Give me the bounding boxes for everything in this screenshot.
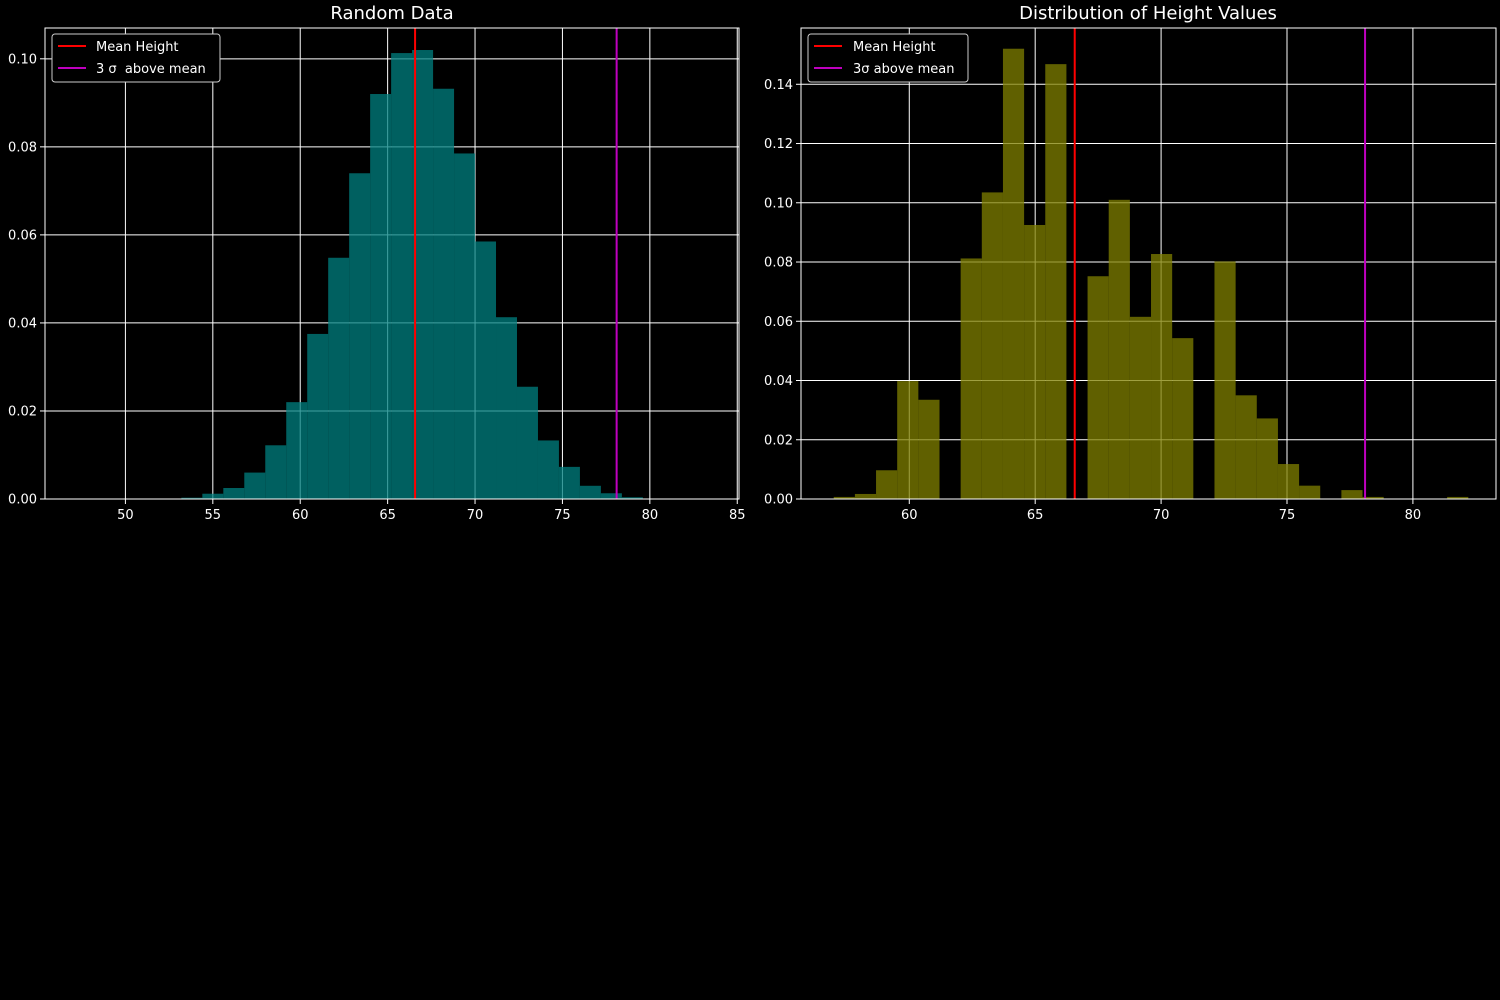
histogram-bar bbox=[307, 333, 329, 499]
plot-frame bbox=[800, 27, 1497, 500]
histogram-bar bbox=[202, 493, 224, 499]
legend: Mean Height 3σ above mean bbox=[807, 33, 969, 83]
legend: Mean Height 3 σ above mean bbox=[51, 33, 221, 83]
histogram-bar bbox=[1172, 338, 1194, 499]
legend-box bbox=[807, 33, 969, 83]
reference-lines bbox=[1073, 28, 1367, 499]
reference-lines bbox=[414, 28, 618, 499]
y-tick-label: 0.02 bbox=[8, 404, 37, 419]
y-tick-label: 0.10 bbox=[764, 196, 793, 211]
chart-title: Distribution of Height Values bbox=[1019, 3, 1277, 24]
x-tick-labels: 50 55 60 65 70 75 80 85 bbox=[117, 499, 746, 523]
y-tick-label: 0.14 bbox=[764, 78, 793, 93]
histogram-bar bbox=[1256, 418, 1278, 499]
histogram-bar bbox=[496, 317, 517, 499]
histogram-bar bbox=[265, 445, 287, 499]
histogram-bar bbox=[537, 440, 559, 499]
y-tick-label: 0.08 bbox=[8, 140, 37, 155]
histogram-bar bbox=[981, 192, 1003, 500]
x-tick-label: 80 bbox=[642, 508, 659, 523]
y-tick-label: 0.04 bbox=[8, 316, 37, 331]
histogram-bar bbox=[600, 493, 622, 499]
histogram-bar bbox=[223, 487, 245, 499]
histogram-bar bbox=[349, 173, 371, 499]
histogram-bar bbox=[1045, 64, 1067, 500]
histogram-bar bbox=[412, 50, 434, 500]
y-tick-labels: 0.00 0.02 0.04 0.06 0.08 0.10 0.12 0.14 bbox=[764, 78, 801, 508]
x-tick-label: 70 bbox=[1153, 508, 1170, 523]
x-tick-label: 65 bbox=[1027, 508, 1044, 523]
y-tick-labels: 0.00 0.02 0.04 0.06 0.08 0.10 bbox=[8, 52, 45, 508]
x-tick-label: 55 bbox=[205, 508, 222, 523]
histogram-bar bbox=[854, 493, 877, 499]
y-tick-label: 0.10 bbox=[8, 52, 37, 67]
x-tick-label: 60 bbox=[901, 508, 918, 523]
histogram-bar bbox=[433, 88, 455, 500]
histogram-bar bbox=[1108, 199, 1130, 499]
x-tick-label: 75 bbox=[1279, 508, 1296, 523]
histogram-bar bbox=[1341, 490, 1363, 499]
histogram-bar bbox=[1447, 496, 1469, 499]
histogram-bar bbox=[960, 258, 982, 499]
x-tick-label: 60 bbox=[292, 508, 309, 523]
histogram-bar bbox=[1087, 276, 1109, 499]
legend-label-3-sigma: 3σ above mean bbox=[853, 62, 955, 77]
histogram-bar bbox=[391, 53, 413, 500]
histogram-bar bbox=[1024, 224, 1046, 499]
chart-title: Random Data bbox=[330, 3, 453, 24]
histogram-bar bbox=[1277, 464, 1300, 499]
histogram-bar bbox=[475, 241, 497, 499]
y-tick-label: 0.00 bbox=[764, 493, 793, 508]
y-tick-label: 0.00 bbox=[8, 493, 37, 508]
x-tick-label: 75 bbox=[554, 508, 571, 523]
plot-frame bbox=[44, 27, 740, 500]
histogram-bar bbox=[897, 381, 919, 499]
histogram-bar bbox=[833, 496, 855, 499]
panel-distribution-of-height-values: Distribution of Height Values 60 65 70 75 80… bbox=[764, 3, 1497, 523]
x-tick-label: 70 bbox=[467, 508, 484, 523]
histogram-bar bbox=[1299, 485, 1321, 499]
histogram-bar bbox=[454, 153, 476, 499]
y-tick-label: 0.06 bbox=[764, 315, 793, 330]
histogram-bar bbox=[1129, 316, 1152, 499]
y-tick-label: 0.02 bbox=[764, 433, 793, 448]
histogram-bar bbox=[181, 497, 203, 499]
x-tick-label: 50 bbox=[117, 508, 134, 523]
histogram-bar bbox=[328, 257, 350, 499]
histogram-bar bbox=[516, 386, 538, 499]
histogram-bar bbox=[918, 399, 940, 499]
histogram-bar bbox=[1214, 261, 1236, 499]
histogram-bar bbox=[286, 402, 308, 499]
y-tick-label: 0.08 bbox=[764, 256, 793, 271]
legend-label-mean-height: Mean Height bbox=[853, 40, 936, 55]
y-tick-label: 0.06 bbox=[8, 228, 37, 243]
histogram-bar bbox=[1362, 496, 1384, 499]
histogram-bar bbox=[876, 470, 898, 499]
panel-random-data: Random Data 50 55 60 65 70 75 80 85 0.000.020.0… bbox=[8, 3, 745, 523]
histogram-bar bbox=[621, 497, 643, 499]
histogram-bar bbox=[370, 94, 392, 499]
x-tick-label: 85 bbox=[729, 508, 746, 523]
histogram-bar bbox=[1235, 395, 1257, 499]
x-tick-label: 65 bbox=[379, 508, 396, 523]
x-tick-label: 80 bbox=[1405, 508, 1422, 523]
y-tick-label: 0.04 bbox=[764, 374, 793, 389]
histogram-bar bbox=[558, 466, 580, 499]
histogram-bars bbox=[833, 48, 1469, 500]
histogram-bar bbox=[244, 472, 266, 499]
histogram-bar bbox=[579, 485, 601, 499]
legend-label-mean-height: Mean Height bbox=[96, 40, 179, 55]
histogram-bars bbox=[181, 50, 643, 500]
legend-label-3-sigma: 3 σ above mean bbox=[96, 62, 206, 77]
legend-box bbox=[51, 33, 221, 83]
histogram-bar bbox=[1151, 254, 1173, 499]
histogram-bar bbox=[1002, 48, 1025, 500]
x-tick-labels: 60 65 70 75 80 bbox=[901, 499, 1421, 523]
y-tick-label: 0.12 bbox=[764, 137, 793, 152]
